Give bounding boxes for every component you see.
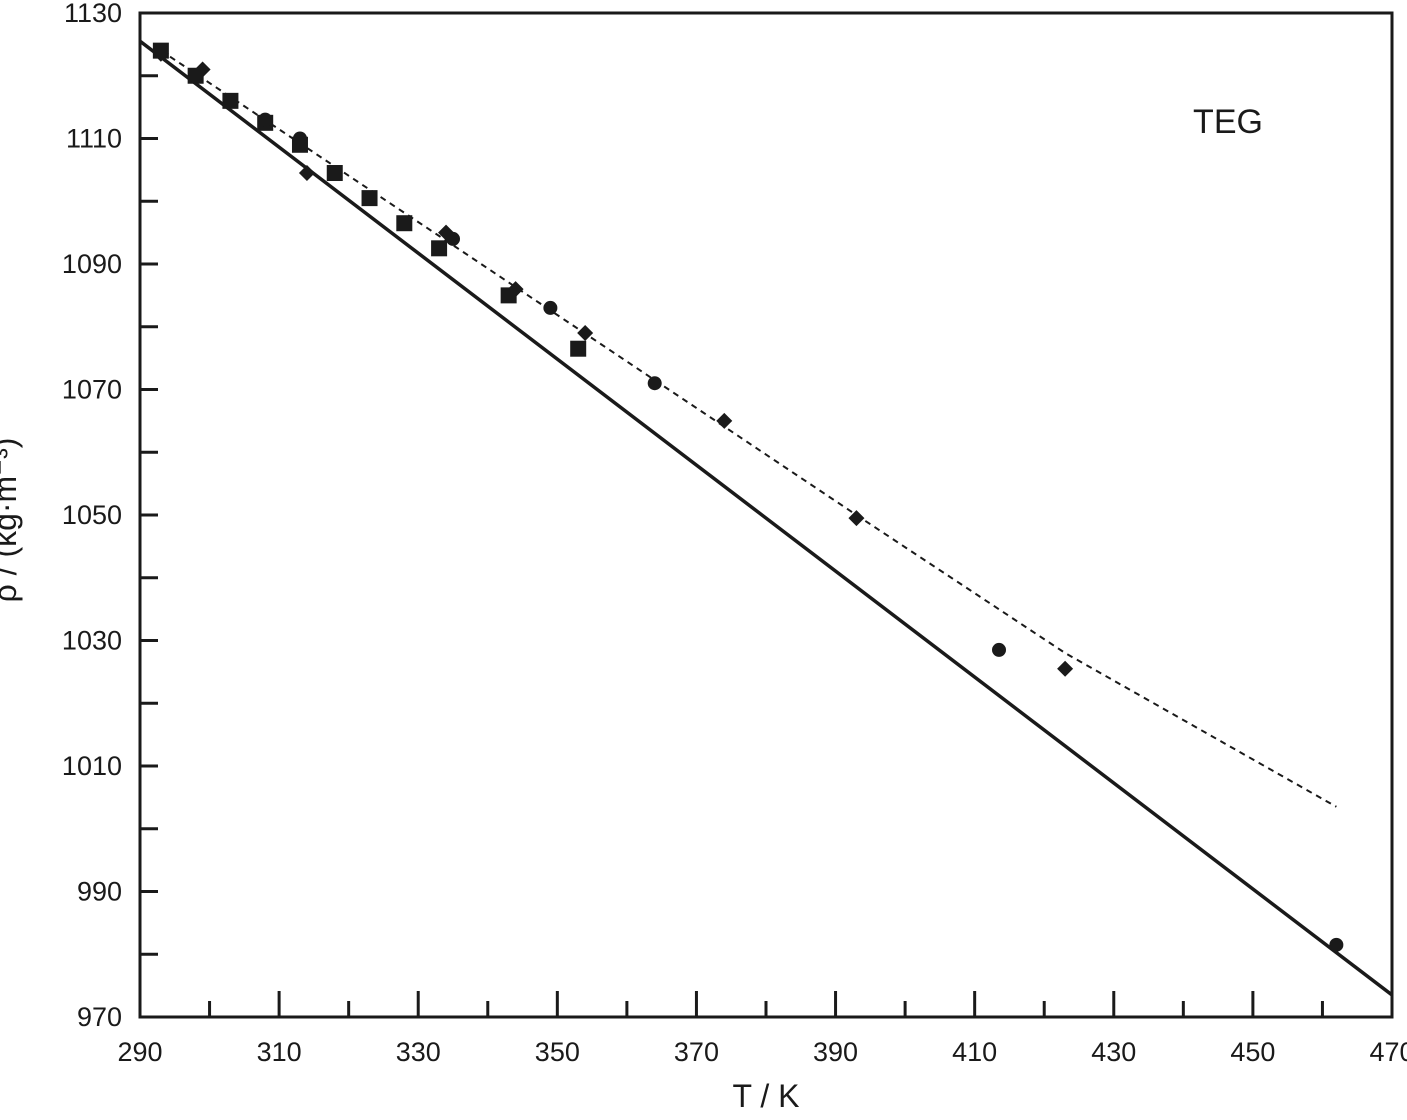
x-axis-ticks: 290 310 330 350 370 390 410 430 450 470: [117, 991, 1407, 1067]
plot-frame: [138, 11, 1394, 1019]
y-tick-label: 1010: [62, 751, 122, 781]
y-tick-label: 1050: [62, 500, 122, 530]
annotation-teg: TEG: [1193, 103, 1263, 141]
y-axis-ticks: 970 990 1010 1030 1050 1070 1090 1110 1130: [62, 0, 158, 1032]
diamond-marker: [848, 510, 865, 527]
y-tick-label: 1090: [62, 249, 122, 279]
solid-fit-line: [140, 39, 1392, 997]
x-tick-label: 290: [117, 1037, 162, 1067]
x-tick-label: 310: [257, 1037, 302, 1067]
square-marker: [396, 215, 413, 232]
diamond-marker: [194, 61, 211, 78]
circle-marker: [992, 642, 1007, 657]
square-marker: [570, 340, 587, 357]
circle-marker: [543, 300, 558, 315]
x-axis-title: T / K: [733, 1078, 800, 1114]
x-tick-label: 450: [1230, 1037, 1275, 1067]
fit-lines: [140, 39, 1392, 997]
dashed-fit-line: [160, 49, 1337, 808]
y-axis-title: ρ / (kg·m⁻³): [0, 438, 23, 603]
x-tick-label: 430: [1091, 1037, 1136, 1067]
diamond-marker: [577, 325, 594, 342]
y-tick-label: 1110: [66, 124, 122, 154]
y-tick-label: 1130: [64, 0, 122, 28]
diamond-marker: [152, 45, 169, 62]
square-marker: [431, 240, 448, 257]
square-marker: [326, 165, 343, 182]
square-marker: [361, 190, 378, 207]
y-tick-label: 1070: [62, 375, 122, 405]
y-tick-label: 1030: [62, 626, 122, 656]
circle-marker: [647, 376, 662, 391]
x-tick-label: 330: [396, 1037, 441, 1067]
circle-marker: [223, 93, 238, 108]
diamond-marker: [438, 224, 455, 241]
diamond-marker: [298, 165, 315, 182]
y-tick-label: 990: [77, 877, 122, 907]
x-tick-label: 370: [674, 1037, 719, 1067]
y-tick-label: 970: [77, 1002, 122, 1032]
x-tick-label: 410: [952, 1037, 997, 1067]
x-tick-label: 390: [813, 1037, 858, 1067]
x-tick-label: 470: [1369, 1037, 1407, 1067]
diamond-marker: [716, 412, 733, 429]
data-points: [152, 42, 1344, 952]
circle-marker: [292, 131, 307, 146]
circle-marker: [258, 112, 273, 127]
diamond-marker: [1057, 660, 1074, 677]
diamond-marker: [507, 281, 524, 298]
x-tick-label: 350: [535, 1037, 580, 1067]
circle-marker: [1329, 937, 1344, 952]
